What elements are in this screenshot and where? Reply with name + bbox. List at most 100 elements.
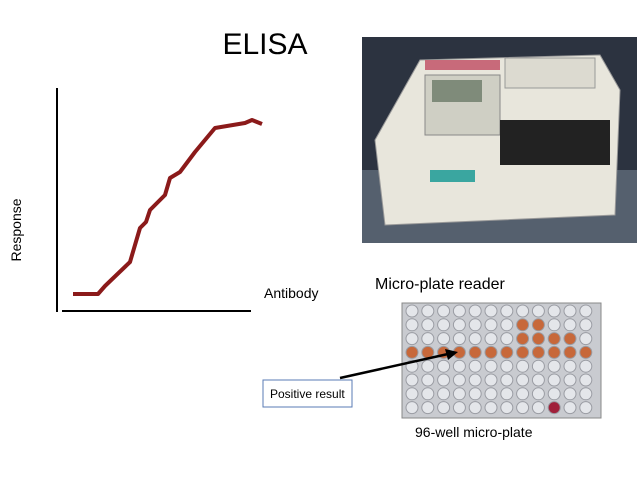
well <box>516 401 530 415</box>
logo <box>430 170 475 182</box>
well <box>579 359 593 373</box>
well <box>452 373 466 387</box>
well <box>468 373 482 387</box>
well <box>484 318 498 332</box>
well <box>500 373 514 387</box>
well <box>421 318 435 332</box>
well <box>405 345 419 359</box>
well <box>484 387 498 401</box>
well <box>516 359 530 373</box>
well <box>421 373 435 387</box>
well <box>405 332 419 346</box>
well <box>516 318 530 332</box>
lid <box>504 57 596 89</box>
well <box>468 387 482 401</box>
well <box>468 332 482 346</box>
well <box>468 318 482 332</box>
well <box>484 401 498 415</box>
arrow-head <box>445 349 458 360</box>
well <box>516 304 530 318</box>
well <box>547 304 561 318</box>
reader-caption: Micro-plate reader <box>375 276 506 293</box>
well <box>547 359 561 373</box>
well <box>468 359 482 373</box>
label-strip <box>425 60 500 70</box>
well <box>579 304 593 318</box>
well <box>500 332 514 346</box>
well <box>484 373 498 387</box>
well <box>547 387 561 401</box>
well <box>579 332 593 346</box>
well <box>516 387 530 401</box>
plate-slot <box>500 120 610 165</box>
well <box>516 373 530 387</box>
well <box>516 345 530 359</box>
response-curve <box>73 118 263 296</box>
well <box>405 387 419 401</box>
well <box>563 373 577 387</box>
well <box>531 332 545 346</box>
well <box>547 345 561 359</box>
well <box>579 318 593 332</box>
well <box>579 387 593 401</box>
well <box>437 387 451 401</box>
well <box>468 304 482 318</box>
well <box>563 387 577 401</box>
plate-photo <box>401 302 602 419</box>
callout-arrow <box>339 352 449 380</box>
callout-text: Positive result <box>270 387 345 401</box>
reader-photo <box>362 37 637 243</box>
well <box>437 332 451 346</box>
well <box>516 332 530 346</box>
well <box>579 373 593 387</box>
well <box>484 359 498 373</box>
well <box>452 318 466 332</box>
well <box>547 332 561 346</box>
well <box>421 387 435 401</box>
graph: Response Antibody <box>8 88 318 312</box>
well <box>531 345 545 359</box>
well <box>437 359 451 373</box>
well <box>531 373 545 387</box>
well <box>563 345 577 359</box>
well <box>563 359 577 373</box>
well <box>421 332 435 346</box>
y-axis-label: Response <box>8 198 24 261</box>
well <box>421 304 435 318</box>
well <box>579 401 593 415</box>
well <box>405 318 419 332</box>
well <box>405 373 419 387</box>
well <box>452 332 466 346</box>
title: ELISA <box>222 28 307 61</box>
x-axis-label: Antibody <box>264 285 318 301</box>
well <box>484 304 498 318</box>
well <box>452 401 466 415</box>
well <box>484 332 498 346</box>
well <box>500 304 514 318</box>
display <box>432 80 482 102</box>
well <box>500 359 514 373</box>
well <box>421 359 435 373</box>
well <box>531 387 545 401</box>
well <box>452 387 466 401</box>
well <box>405 304 419 318</box>
callout-box <box>262 379 353 408</box>
well <box>421 401 435 415</box>
well <box>579 345 593 359</box>
well <box>563 304 577 318</box>
well <box>563 401 577 415</box>
well <box>500 401 514 415</box>
well <box>531 359 545 373</box>
well <box>484 345 498 359</box>
well <box>563 332 577 346</box>
well <box>531 304 545 318</box>
plate-caption: 96-well micro-plate <box>415 424 533 440</box>
well <box>531 401 545 415</box>
well <box>547 373 561 387</box>
well <box>500 318 514 332</box>
well <box>500 345 514 359</box>
well <box>547 401 561 415</box>
well <box>437 304 451 318</box>
well <box>405 401 419 415</box>
